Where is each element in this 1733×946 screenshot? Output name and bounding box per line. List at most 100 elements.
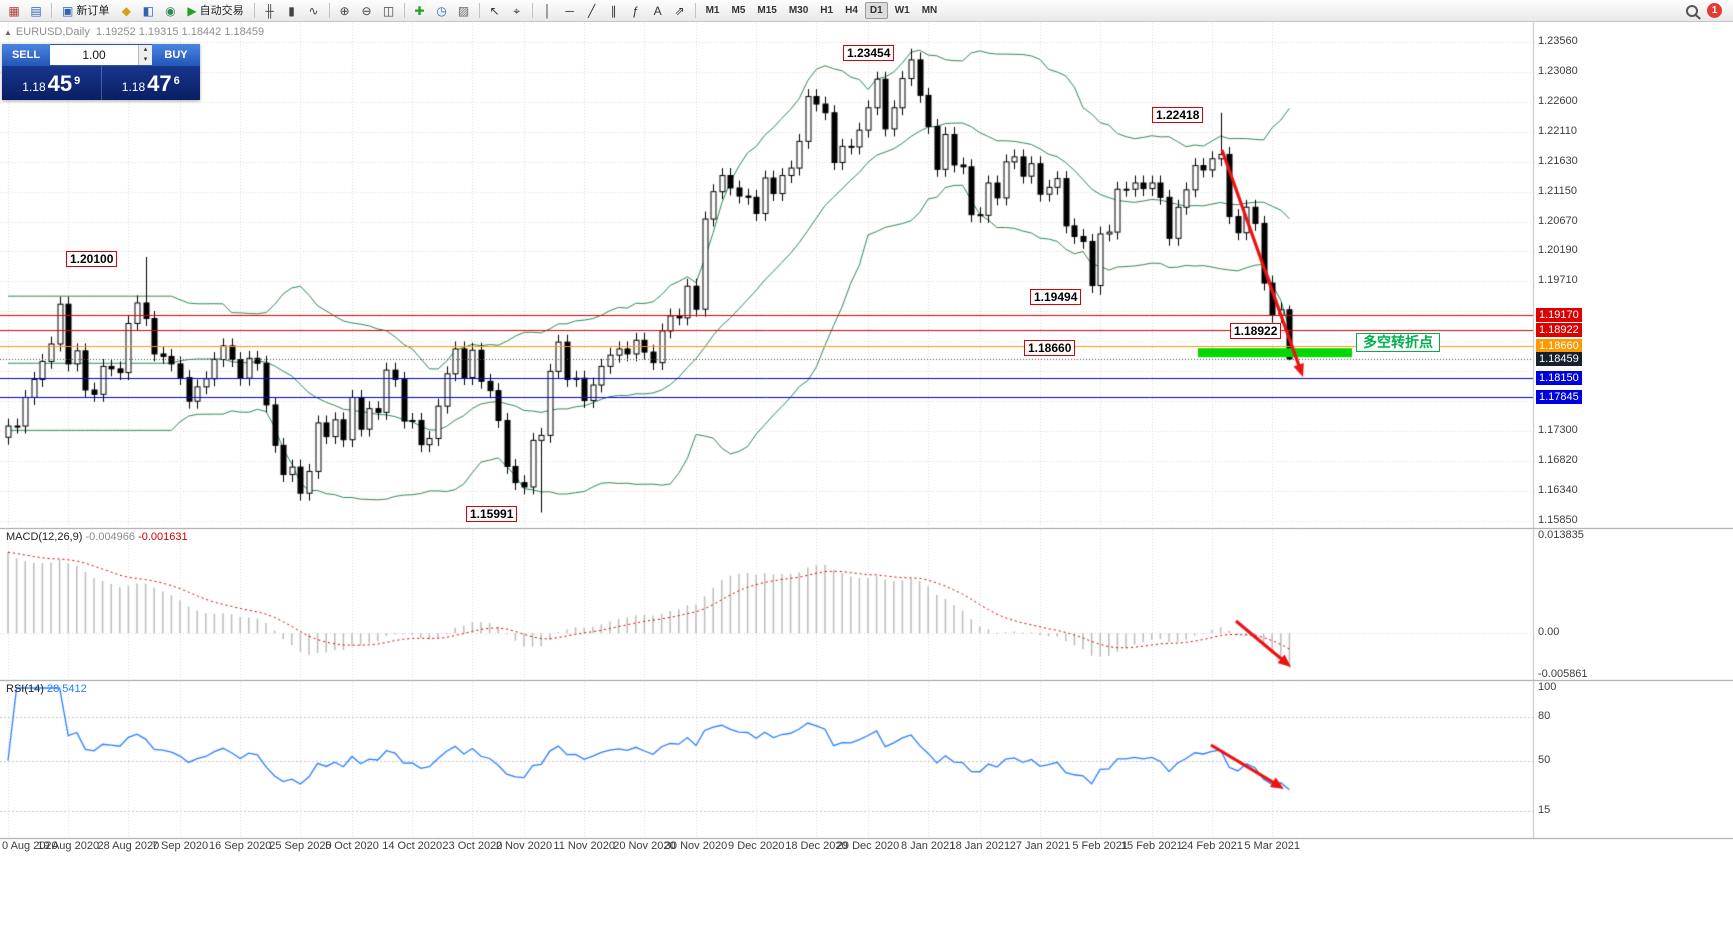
rsi-scale-label: 50 (1538, 753, 1551, 766)
price-scale-label: 1.16820 (1538, 453, 1578, 466)
volume-input[interactable]: 1.00 (82, 48, 106, 62)
time-axis-label: 23 Oct 2020 (442, 840, 503, 852)
timeframe-m30-button[interactable]: M30 (788, 5, 809, 16)
price-scale-label: 1.22600 (1538, 94, 1578, 107)
search-icon[interactable] (1682, 2, 1702, 20)
time-axis-label: 18 Jan 2021 (949, 840, 1011, 852)
toolbar-separator (694, 3, 696, 18)
price-annotation[interactable]: 1.15991 (466, 506, 518, 522)
timeframe-mn-button[interactable]: MN (921, 5, 938, 16)
new-order-button[interactable]: ▣ 新订单 (57, 2, 114, 20)
oct-top-row: SELL 1.00 ▴ ▾ BUY (2, 44, 200, 66)
tile-windows-icon: ◫ (382, 3, 395, 18)
market-watch-icon[interactable]: ◧ (138, 2, 158, 20)
timeframe-h1-button[interactable]: H1 (820, 5, 834, 16)
timeframe-m1-button[interactable]: M1 (705, 5, 720, 16)
zoom-in-icon[interactable]: ⊕ (335, 2, 355, 20)
rsi-name: RSI(14) (6, 683, 44, 695)
macd-scale-label: 0.013835 (1538, 528, 1584, 541)
ohlc-values: 1.19252 1.19315 1.18442 1.18459 (95, 26, 265, 38)
chart-window-icon[interactable]: ▦ (4, 2, 24, 20)
volume-down-button[interactable]: ▾ (139, 55, 152, 65)
trendline-icon[interactable]: ╱ (582, 2, 602, 20)
horizontal-line-icon[interactable]: ─ (560, 2, 580, 20)
zoom-out-icon[interactable]: ⊖ (357, 2, 377, 20)
navigator-icon[interactable]: ◉ (160, 2, 180, 20)
panel-collapse-icon[interactable]: ▲ (4, 28, 12, 37)
symbol-period-label: EURUSD,Daily (15, 26, 90, 38)
volume-up-button[interactable]: ▴ (139, 45, 152, 55)
oct-price-row: 1.18 45 9 1.18 47 6 (2, 66, 200, 100)
notification-badge[interactable]: 1 (1707, 3, 1722, 18)
text-tool-icon[interactable]: A (648, 2, 668, 20)
time-axis-label: 16 Sep 2020 (208, 840, 272, 852)
toolbar-separator (253, 3, 255, 18)
current-price-box: 1.18459 (1536, 351, 1582, 366)
toolbar-separator (51, 3, 52, 18)
sell-price-display[interactable]: 1.18 45 9 (2, 66, 101, 100)
tile-windows-icon[interactable]: ◫ (379, 2, 399, 20)
buy-price-display[interactable]: 1.18 47 6 (100, 66, 201, 100)
toolbar-separator (531, 3, 533, 18)
price-annotation[interactable]: 1.18660 (1024, 340, 1076, 356)
price-scale-label: 1.15850 (1538, 514, 1578, 527)
cursor-icon[interactable]: ↖ (485, 2, 505, 20)
one-click-trading-panel: SELL 1.00 ▴ ▾ BUY 1.18 45 9 1.18 47 6 (2, 44, 200, 100)
price-annotation[interactable]: 1.18922 (1230, 323, 1282, 339)
macd-main-value: -0.004966 (85, 531, 136, 543)
price-scale-label: 1.19710 (1538, 274, 1578, 287)
timeframe-d1-button[interactable]: D1 (864, 2, 888, 19)
time-axis-label: 25 Sep 2020 (269, 840, 332, 852)
text-tool-icon: A (653, 3, 662, 18)
time-axis-label: 20 Nov 2020 (613, 840, 676, 852)
magnifier-glass (1686, 4, 1698, 17)
turning-point-label[interactable]: 多空转折点 (1356, 333, 1440, 352)
fibonacci-icon[interactable]: ƒ (626, 2, 646, 20)
sell-button[interactable]: SELL (2, 44, 50, 66)
price-annotation[interactable]: 1.22418 (1152, 107, 1204, 123)
time-axis-label: 11 Nov 2020 (553, 840, 615, 852)
price-annotation[interactable]: 1.19494 (1030, 289, 1082, 305)
toolbar-separator (328, 3, 330, 18)
buy-price-prefix: 1.18 (121, 80, 146, 94)
periods-icon[interactable]: ◷ (432, 2, 452, 20)
time-axis-label: 30 Nov 2020 (664, 840, 728, 852)
line-chart-icon[interactable]: ∿ (304, 2, 324, 20)
price-scale-label: 1.23080 (1538, 64, 1578, 77)
arrows-tool-icon[interactable]: ⇗ (670, 2, 690, 20)
time-axis-label: 28 Aug 2020 (97, 840, 160, 852)
arrows-tool-icon: ⇗ (674, 3, 685, 18)
crosshair-icon[interactable]: ⌖ (507, 2, 527, 20)
price-scale-label: 1.21150 (1538, 184, 1577, 197)
rsi-value: 28.5412 (46, 683, 87, 695)
vertical-line-icon[interactable]: │ (538, 2, 558, 20)
timeframe-w1-button[interactable]: W1 (894, 5, 910, 16)
auto-trading-button[interactable]: ▶ 自动交易 (182, 2, 248, 20)
price-annotation[interactable]: 1.20100 (66, 251, 118, 267)
timeframe-m5-button[interactable]: M5 (731, 5, 746, 16)
timeframe-m15-button[interactable]: M15 (757, 5, 777, 16)
candlestick-chart-icon[interactable]: ▮ (282, 2, 302, 20)
buy-price-pips: 47 (147, 71, 172, 96)
indicators-icon[interactable]: ✚ (410, 2, 430, 20)
timeframe-h4-button[interactable]: H4 (845, 5, 858, 16)
price-annotation[interactable]: 1.23454 (843, 45, 895, 61)
templates-icon[interactable]: ▨ (454, 2, 474, 20)
metaeditor-icon[interactable]: ◆ (116, 2, 136, 20)
new-order-button-label: 新订单 (76, 4, 110, 17)
time-axis-label: 9 Dec 2020 (728, 840, 785, 852)
indicators-icon: ✚ (414, 3, 425, 18)
channel-icon: ∥ (610, 3, 617, 18)
buy-button[interactable]: BUY (152, 44, 200, 66)
crosshair-icon: ⌖ (513, 3, 520, 18)
chart-profile-icon[interactable]: ▤ (26, 2, 46, 20)
new-order-icon: ▣ (62, 3, 74, 18)
horizontal-line-icon: ─ (565, 3, 574, 18)
time-axis-label: 14 Oct 2020 (382, 840, 443, 852)
channel-icon[interactable]: ∥ (604, 2, 624, 20)
bar-chart-icon[interactable]: ╫ (260, 2, 280, 20)
time-axis-label: 24 Feb 2021 (1181, 840, 1243, 852)
volume-spinner: ▴ ▾ (138, 45, 152, 65)
